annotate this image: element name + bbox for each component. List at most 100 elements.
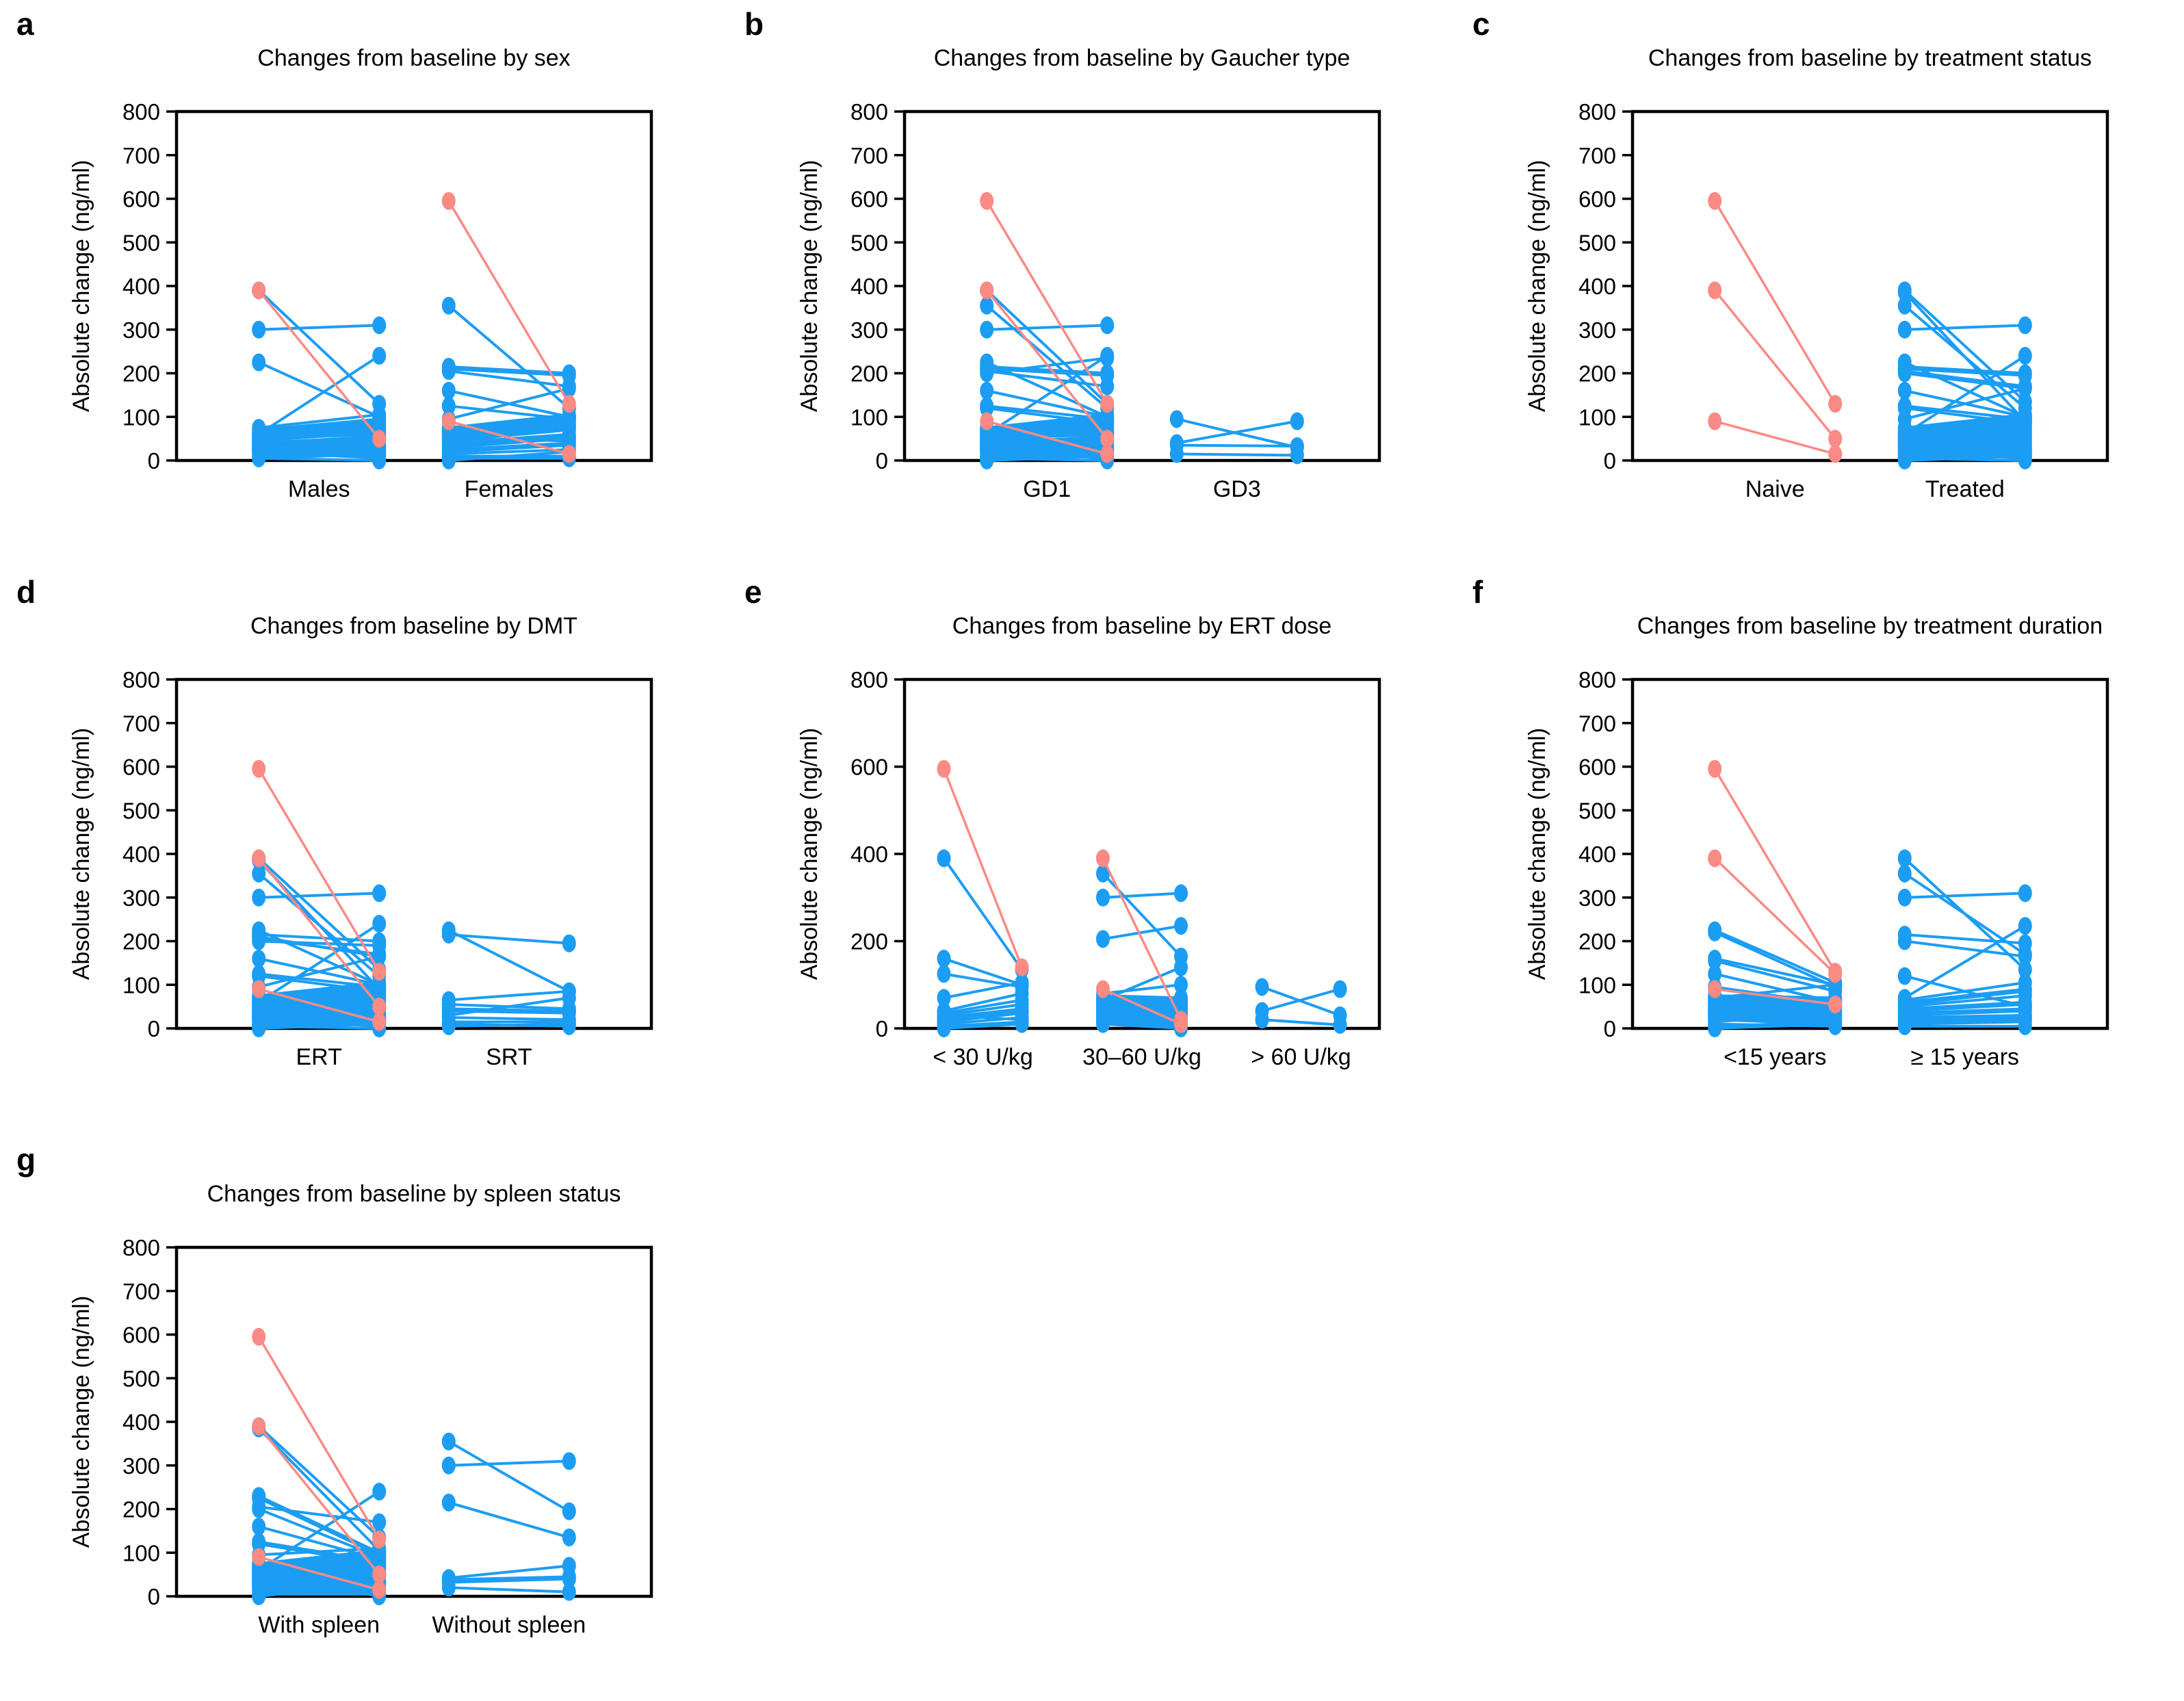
data-point-post (1100, 395, 1115, 413)
pair-line (1903, 1000, 2027, 1011)
data-point-post (1100, 347, 1115, 365)
data-point-pre (1897, 864, 1912, 883)
pair-line (985, 324, 1109, 331)
pair-line (1713, 987, 1836, 1006)
pair-line (1903, 304, 2027, 410)
pair-line (1903, 372, 2027, 390)
pair-line (1713, 1022, 1837, 1030)
data-point-pre (1897, 932, 1912, 950)
data-point-pre (441, 1493, 456, 1511)
pair-line (257, 289, 381, 406)
y-tick-label: 600 (122, 755, 160, 780)
data-point-post (562, 989, 576, 1007)
y-tick-label: 0 (876, 448, 888, 473)
pair-line (447, 441, 571, 452)
pair-line (1713, 1020, 1837, 1028)
pair-line (257, 445, 381, 454)
pair-line (942, 1016, 1024, 1026)
data-point-pre (980, 320, 994, 339)
data-point-post (372, 884, 387, 903)
data-point-post (2018, 917, 2032, 935)
y-tick-label: 200 (122, 929, 160, 955)
pair-line (447, 417, 571, 434)
panel-b: b Changes from baseline by Gaucher type 0 1… (728, 0, 1456, 565)
data-point-pre (1897, 849, 1912, 868)
data-point-pre (1096, 980, 1110, 998)
pair-line (1713, 1000, 1837, 1011)
pair-line (257, 354, 381, 436)
y-tick-label: 500 (850, 230, 888, 255)
pair-line (257, 434, 381, 445)
pair-line (257, 1011, 381, 1020)
data-point-pre (1897, 382, 1912, 400)
pair-line (1713, 767, 1836, 973)
pair-line (1713, 857, 1836, 976)
pair-line (1903, 924, 2027, 1000)
data-point-pre (1708, 281, 1722, 300)
group-label: ≥ 15 years (1911, 1044, 2020, 1070)
pair-line (1260, 987, 1342, 1013)
pair-line (1903, 989, 2027, 1006)
panel-c: c Changes from baseline by treatment stat… (1456, 0, 2184, 565)
data-point-pre (252, 888, 266, 907)
y-tick-label: 0 (148, 1584, 160, 1609)
pair-line (1903, 933, 2027, 945)
pair-line (1175, 452, 1299, 457)
pair-line (942, 1020, 1024, 1028)
pair-line (447, 1501, 571, 1539)
pair-line (257, 443, 381, 452)
panel-g: g Changes from baseline by spleen status 0… (0, 1136, 728, 1701)
pair-line (447, 1564, 571, 1580)
plot-frame (174, 1245, 653, 1598)
pair-line (447, 989, 571, 1002)
data-point-post (562, 1502, 576, 1520)
data-point-pre (980, 382, 994, 400)
data-point-post (562, 1570, 576, 1588)
data-point-pre (1096, 930, 1110, 948)
group-label: 30–60 U/kg (1082, 1044, 1201, 1070)
panel-letter-f: f (1472, 574, 1483, 610)
pair-line (1903, 437, 2027, 447)
data-point-pre (1897, 967, 1912, 985)
data-point-pre (937, 989, 951, 1007)
data-point-pre (252, 1518, 266, 1535)
data-point-post (2018, 884, 2032, 903)
pair-line (1903, 419, 2027, 434)
pair-line (257, 955, 381, 989)
pair-line (1102, 1022, 1182, 1030)
data-point-pre (441, 1017, 456, 1035)
y-tick-label: 500 (1578, 230, 1616, 255)
data-point-pre (937, 759, 951, 778)
pair-line (985, 419, 1108, 456)
pair-line (257, 1505, 381, 1524)
pair-line (1102, 996, 1182, 1002)
y-tick-label: 400 (1578, 274, 1616, 299)
data-point-post (1174, 958, 1188, 976)
pair-line (1175, 419, 1299, 445)
pair-line (257, 994, 381, 1006)
pair-line (447, 1575, 571, 1581)
panel-plot-g: Changes from baseline by spleen status 0 1… (68, 1181, 653, 1638)
y-tick-label: 600 (850, 755, 888, 780)
pair-line (942, 1009, 1024, 1022)
panel-e: e Changes from baseline by ERT dose 0 200 40… (728, 568, 1456, 1133)
y-tick-label: 400 (850, 842, 888, 867)
panel-plot-e: Changes from baseline by ERT dose 0 200 400… (796, 613, 1381, 1070)
data-point-pre (252, 759, 266, 778)
y-tick-label: 200 (122, 1497, 160, 1522)
pair-line (1903, 426, 2027, 438)
pair-line (1102, 983, 1182, 995)
pair-line (257, 1553, 381, 1570)
pair-line (1713, 957, 1837, 987)
pair-line (1713, 199, 1836, 405)
data-point-post (1174, 976, 1188, 994)
pair-line (257, 767, 380, 973)
pair-line (257, 985, 381, 1000)
data-point-post (2018, 316, 2032, 335)
y-tick-label: 800 (122, 99, 160, 125)
pair-line (1903, 1018, 2027, 1024)
y-tick-label: 800 (850, 99, 888, 125)
pair-line (1102, 857, 1182, 1021)
data-point-post (2018, 347, 2032, 365)
pair-line (257, 1579, 381, 1585)
